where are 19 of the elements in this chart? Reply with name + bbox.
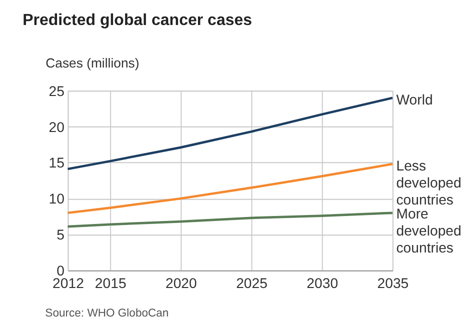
source-note: Source: WHO GloboCan [45, 308, 169, 320]
y-axis-title: Cases (millions) [46, 56, 140, 71]
x-tick-label: 2020 [165, 274, 198, 291]
x-tick-label: 2035 [377, 274, 409, 291]
chart-title: Predicted global cancer cases [22, 12, 252, 29]
x-tick-label: 2015 [94, 274, 126, 291]
series-label: Less developed countries [396, 158, 462, 208]
y-tick-label: 5 [56, 226, 65, 243]
series-label: World [396, 91, 433, 108]
line-series [66, 96, 394, 170]
x-tick-label: 2025 [236, 274, 268, 291]
y-tick-label: 20 [48, 118, 65, 135]
y-tick-label: 10 [48, 190, 65, 207]
line-series [66, 212, 394, 228]
series-label: More developed countries [396, 206, 462, 256]
y-tick-label: 15 [48, 154, 65, 171]
x-tick-label: 2030 [306, 274, 338, 291]
y-tick-label: 25 [48, 82, 65, 99]
line-series [66, 162, 394, 214]
